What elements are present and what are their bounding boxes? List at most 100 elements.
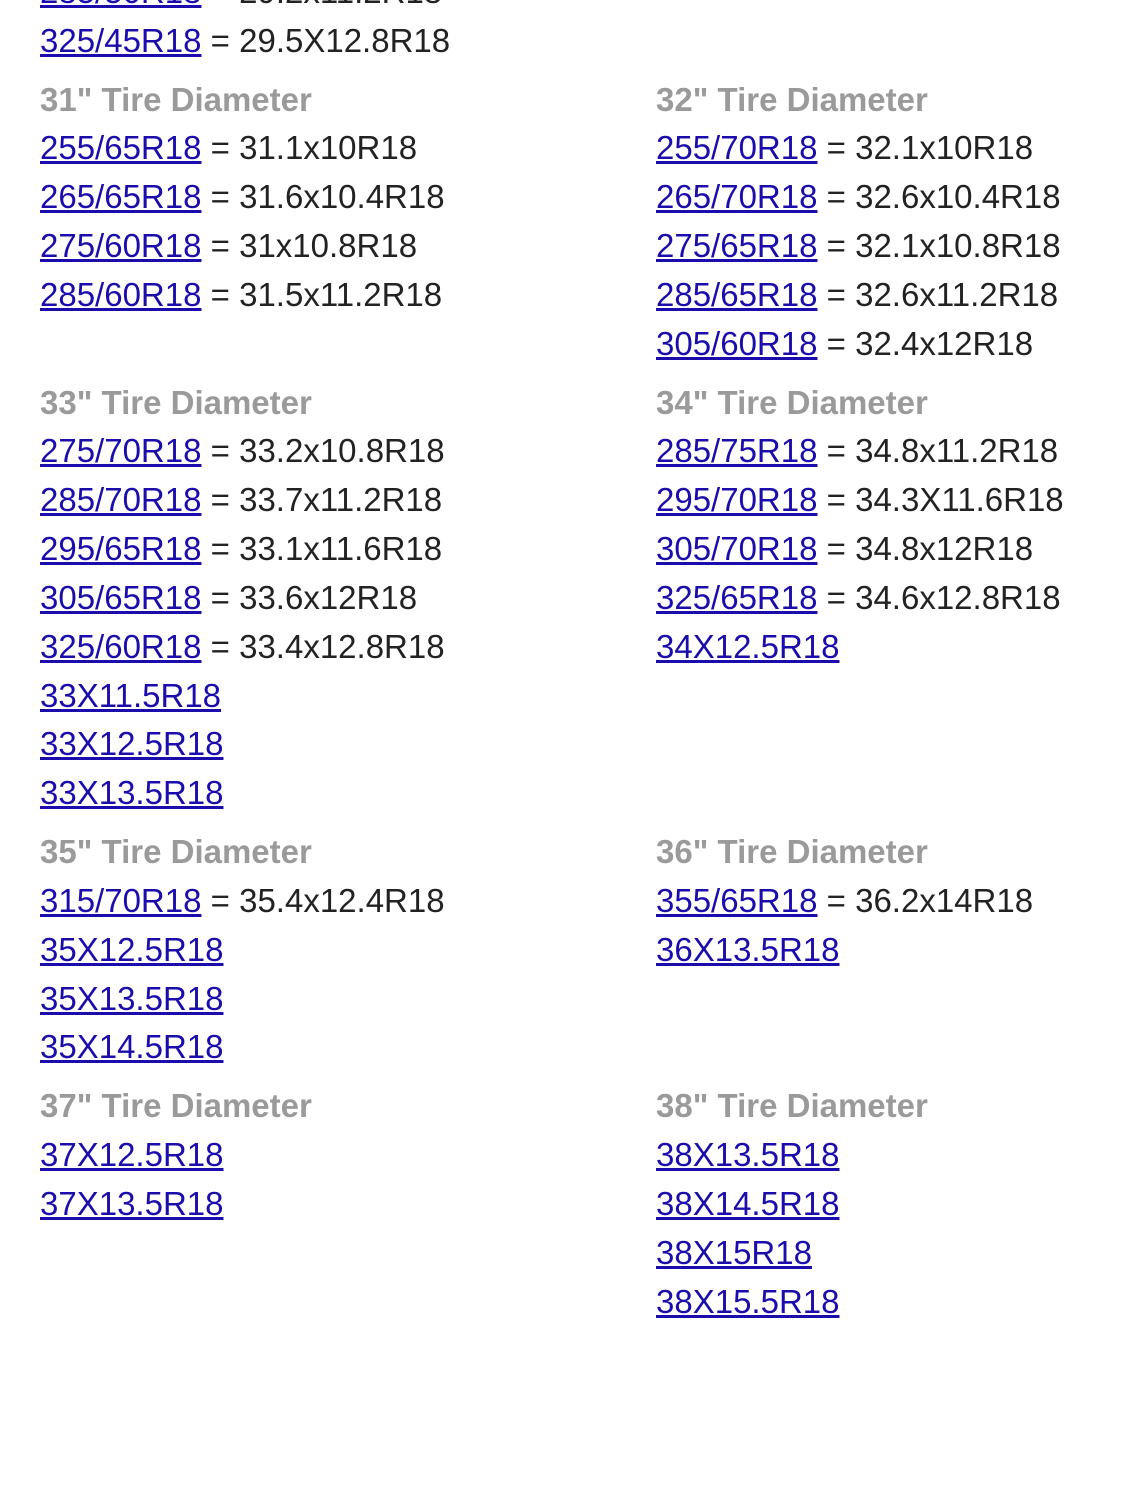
tire-row: 325/60R18 = 33.4x12.8R18 (40, 623, 656, 672)
tire-column: 31" Tire Diameter255/65R18 = 31.1x10R182… (40, 66, 656, 369)
tire-equiv: = 33.2x10.8R18 (201, 432, 444, 469)
tire-size-link[interactable]: 265/65R18 (40, 178, 201, 215)
tire-size-link[interactable]: 275/65R18 (656, 227, 817, 264)
tire-equiv: = 33.4x12.8R18 (201, 628, 444, 665)
diameter-heading: 34" Tire Diameter (656, 379, 1125, 428)
tire-equiv: = 35.4x12.4R18 (201, 882, 444, 919)
tire-size-link[interactable]: 35X12.5R18 (40, 931, 223, 968)
tire-equiv: = 34.6x12.8R18 (817, 579, 1060, 616)
tire-equiv: = 31.1x10R18 (201, 129, 417, 166)
tire-equiv: = 34.3X11.6R18 (817, 481, 1063, 518)
tire-size-link[interactable]: 315/70R18 (40, 882, 201, 919)
tire-row: 35X13.5R18 (40, 975, 656, 1024)
tire-row: 305/60R18 = 32.4x12R18 (656, 320, 1125, 369)
tire-column: 34" Tire Diameter285/75R18 = 34.8x11.2R1… (656, 369, 1125, 818)
tire-row: 38X13.5R18 (656, 1131, 1125, 1180)
tire-size-link[interactable]: 38X13.5R18 (656, 1136, 839, 1173)
diameter-section: 33" Tire Diameter275/70R18 = 33.2x10.8R1… (40, 369, 1125, 818)
tire-row: 38X15R18 (656, 1229, 1125, 1278)
diameter-heading: 37" Tire Diameter (40, 1082, 656, 1131)
tire-size-link[interactable]: 285/70R18 (40, 481, 201, 518)
tire-equiv: = 29.5X12.8R18 (211, 22, 450, 59)
tire-size-link[interactable]: 325/65R18 (656, 579, 817, 616)
tire-equiv: = 33.6x12R18 (201, 579, 417, 616)
tire-size-link[interactable]: 36X13.5R18 (656, 931, 839, 968)
tire-size-link[interactable]: 38X15R18 (656, 1234, 812, 1271)
tire-equiv: = 31.6x10.4R18 (201, 178, 444, 215)
tire-row: 275/70R18 = 33.2x10.8R18 (40, 427, 656, 476)
tire-size-link[interactable]: 285/65R18 (656, 276, 817, 313)
tire-row: 265/65R18 = 31.6x10.4R18 (40, 173, 656, 222)
tire-size-link[interactable]: 33X12.5R18 (40, 725, 223, 762)
tire-row: 325/45R18 = 29.5X12.8R18 (40, 17, 656, 66)
sections-root: 31" Tire Diameter255/65R18 = 31.1x10R182… (40, 66, 1125, 1327)
diameter-heading: 36" Tire Diameter (656, 828, 1125, 877)
tire-size-link[interactable]: 295/65R18 (40, 530, 201, 567)
tire-row: 33X11.5R18 (40, 672, 656, 721)
tire-row: 295/65R18 = 33.1x11.6R18 (40, 525, 656, 574)
tire-row: 305/65R18 = 33.6x12R18 (40, 574, 656, 623)
tire-size-link[interactable]: 325/60R18 (40, 628, 201, 665)
tire-size-link[interactable]: 305/70R18 (656, 530, 817, 567)
tire-column: 32" Tire Diameter255/70R18 = 32.1x10R182… (656, 66, 1125, 369)
tire-row: 285/50R18 = 29.2x11.2R18 (40, 0, 656, 17)
tire-size-link[interactable]: 285/50R18 (40, 0, 201, 10)
diameter-heading: 32" Tire Diameter (656, 76, 1125, 125)
tire-size-link[interactable]: 305/65R18 (40, 579, 201, 616)
tire-equiv: = 33.1x11.6R18 (201, 530, 442, 567)
diameter-heading: 31" Tire Diameter (40, 76, 656, 125)
tire-row: 315/70R18 = 35.4x12.4R18 (40, 877, 656, 926)
tire-size-link[interactable]: 33X13.5R18 (40, 774, 223, 811)
tire-equiv: = 33.7x11.2R18 (201, 481, 442, 518)
tire-row: 255/65R18 = 31.1x10R18 (40, 124, 656, 173)
tire-size-link[interactable]: 275/70R18 (40, 432, 201, 469)
tire-row: 33X13.5R18 (40, 769, 656, 818)
tire-size-link[interactable]: 33X11.5R18 (40, 677, 221, 714)
tire-equiv: = 32.1x10.8R18 (817, 227, 1060, 264)
tire-row: 295/70R18 = 34.3X11.6R18 (656, 476, 1125, 525)
tire-size-link[interactable]: 34X12.5R18 (656, 628, 839, 665)
diameter-section: 35" Tire Diameter315/70R18 = 35.4x12.4R1… (40, 818, 1125, 1072)
tire-equiv: = 32.4x12R18 (817, 325, 1033, 362)
tire-equiv: = 31.5x11.2R18 (201, 276, 442, 313)
tire-equiv: = 32.1x10R18 (817, 129, 1033, 166)
tire-row: 265/70R18 = 32.6x10.4R18 (656, 173, 1125, 222)
tire-row: 285/75R18 = 34.8x11.2R18 (656, 427, 1125, 476)
tire-size-link[interactable]: 295/70R18 (656, 481, 817, 518)
tire-row: 35X12.5R18 (40, 926, 656, 975)
tire-row: 285/65R18 = 32.6x11.2R18 (656, 271, 1125, 320)
top-right-col (656, 0, 1125, 66)
tire-size-link[interactable]: 255/70R18 (656, 129, 817, 166)
tire-row: 305/70R18 = 34.8x12R18 (656, 525, 1125, 574)
tire-row: 255/70R18 = 32.1x10R18 (656, 124, 1125, 173)
tire-size-link[interactable]: 37X12.5R18 (40, 1136, 223, 1173)
tire-size-link[interactable]: 35X14.5R18 (40, 1028, 223, 1065)
tire-row: 275/65R18 = 32.1x10.8R18 (656, 222, 1125, 271)
tire-size-link[interactable]: 285/75R18 (656, 432, 817, 469)
tire-row: 34X12.5R18 (656, 623, 1125, 672)
tire-size-page: 285/50R18 = 29.2x11.2R18 325/45R18 = 29.… (0, 0, 1125, 1326)
tire-column: 35" Tire Diameter315/70R18 = 35.4x12.4R1… (40, 818, 656, 1072)
tire-size-link[interactable]: 275/60R18 (40, 227, 201, 264)
tire-row: 285/60R18 = 31.5x11.2R18 (40, 271, 656, 320)
diameter-section: 37" Tire Diameter37X12.5R1837X13.5R1838"… (40, 1072, 1125, 1326)
diameter-heading: 33" Tire Diameter (40, 379, 656, 428)
tire-column: 37" Tire Diameter 37X12.5R18 37X13.5R18 (40, 1072, 656, 1326)
tire-row: 33X12.5R18 (40, 720, 656, 769)
tire-size-link[interactable]: 265/70R18 (656, 178, 817, 215)
tire-size-link[interactable]: 305/60R18 (656, 325, 817, 362)
tire-size-link[interactable]: 255/65R18 (40, 129, 201, 166)
tire-size-link[interactable]: 37X13.5R18 (40, 1185, 223, 1222)
tire-equiv: = 34.8x12R18 (817, 530, 1033, 567)
tire-row: 355/65R18 = 36.2x14R18 (656, 877, 1125, 926)
tire-row: 285/70R18 = 33.7x11.2R18 (40, 476, 656, 525)
tire-row: 37X12.5R18 (40, 1131, 656, 1180)
tire-size-link[interactable]: 355/65R18 (656, 882, 817, 919)
tire-size-link[interactable]: 325/45R18 (40, 22, 201, 59)
top-partial-block: 285/50R18 = 29.2x11.2R18 325/45R18 = 29.… (40, 0, 1125, 66)
tire-size-link[interactable]: 285/60R18 (40, 276, 201, 313)
tire-row: 275/60R18 = 31x10.8R18 (40, 222, 656, 271)
tire-size-link[interactable]: 38X15.5R18 (656, 1283, 839, 1320)
tire-size-link[interactable]: 35X13.5R18 (40, 980, 223, 1017)
tire-size-link[interactable]: 38X14.5R18 (656, 1185, 839, 1222)
